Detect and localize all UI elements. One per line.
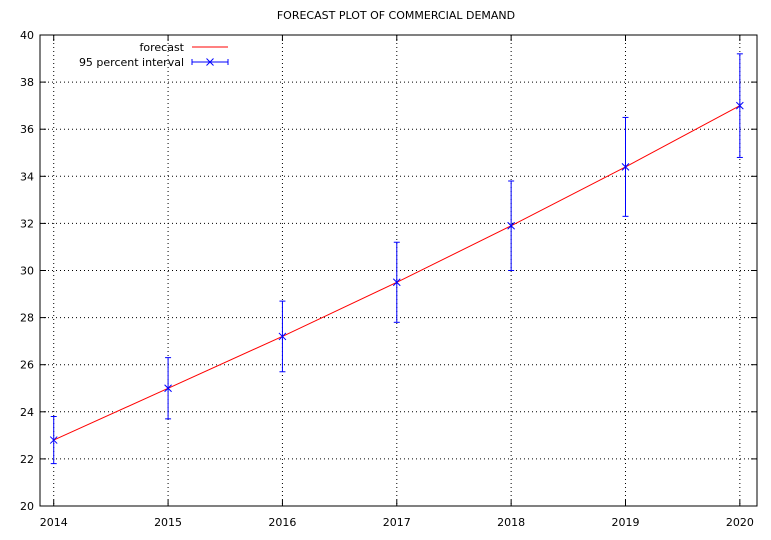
point-marker xyxy=(164,384,172,393)
interval-point xyxy=(49,416,58,465)
interval-point xyxy=(507,180,515,271)
legend-swatch-95-percent-interval xyxy=(191,58,229,66)
y-tick-label: 24 xyxy=(20,406,34,419)
x-tick-label: 2014 xyxy=(40,516,68,529)
interval-point xyxy=(392,241,401,323)
legend-label-95-percent-interval: 95 percent interval xyxy=(79,56,184,69)
y-tick-label: 22 xyxy=(20,453,34,466)
x-tick-label: 2020 xyxy=(726,516,754,529)
interval-point xyxy=(164,357,172,420)
plot-frame xyxy=(39,34,758,507)
point-marker xyxy=(278,332,287,341)
point-marker xyxy=(507,221,515,230)
axis-ticks: 20 22 24 26 28 30 32 34 36 38 40 2014 2015 2016 2017 20… xyxy=(20,29,757,529)
point-marker xyxy=(735,101,744,110)
y-tick-label: 30 xyxy=(20,265,34,278)
point-marker xyxy=(49,436,58,444)
x-tick-label: 2019 xyxy=(611,516,639,529)
chart-title: FORECAST PLOT OF COMMERCIAL DEMAND xyxy=(277,9,515,22)
y-tick-label: 38 xyxy=(20,76,34,89)
legend-label-forecast: forecast xyxy=(140,41,185,54)
x-tick-label: 2016 xyxy=(268,516,296,529)
y-tick-label: 36 xyxy=(20,123,34,136)
interval-point xyxy=(278,300,287,373)
series-layer xyxy=(49,53,744,465)
x-tick-label: 2017 xyxy=(383,516,411,529)
point-marker xyxy=(621,163,630,171)
y-tick-label: 34 xyxy=(20,170,34,183)
y-tick-label: 32 xyxy=(20,217,34,230)
legend: forecast 95 percent interval xyxy=(79,41,229,69)
y-tick-label: 26 xyxy=(20,359,34,372)
y-tick-label: 40 xyxy=(20,29,34,42)
interval-point xyxy=(621,116,630,217)
legend-interval-marker xyxy=(206,58,214,66)
grid-lines xyxy=(40,35,757,506)
x-tick-label: 2015 xyxy=(154,516,182,529)
interval-point xyxy=(735,53,744,158)
point-marker xyxy=(392,278,401,287)
y-tick-label: 20 xyxy=(20,500,34,513)
y-tick-label: 28 xyxy=(20,312,34,325)
x-tick-label: 2018 xyxy=(497,516,525,529)
